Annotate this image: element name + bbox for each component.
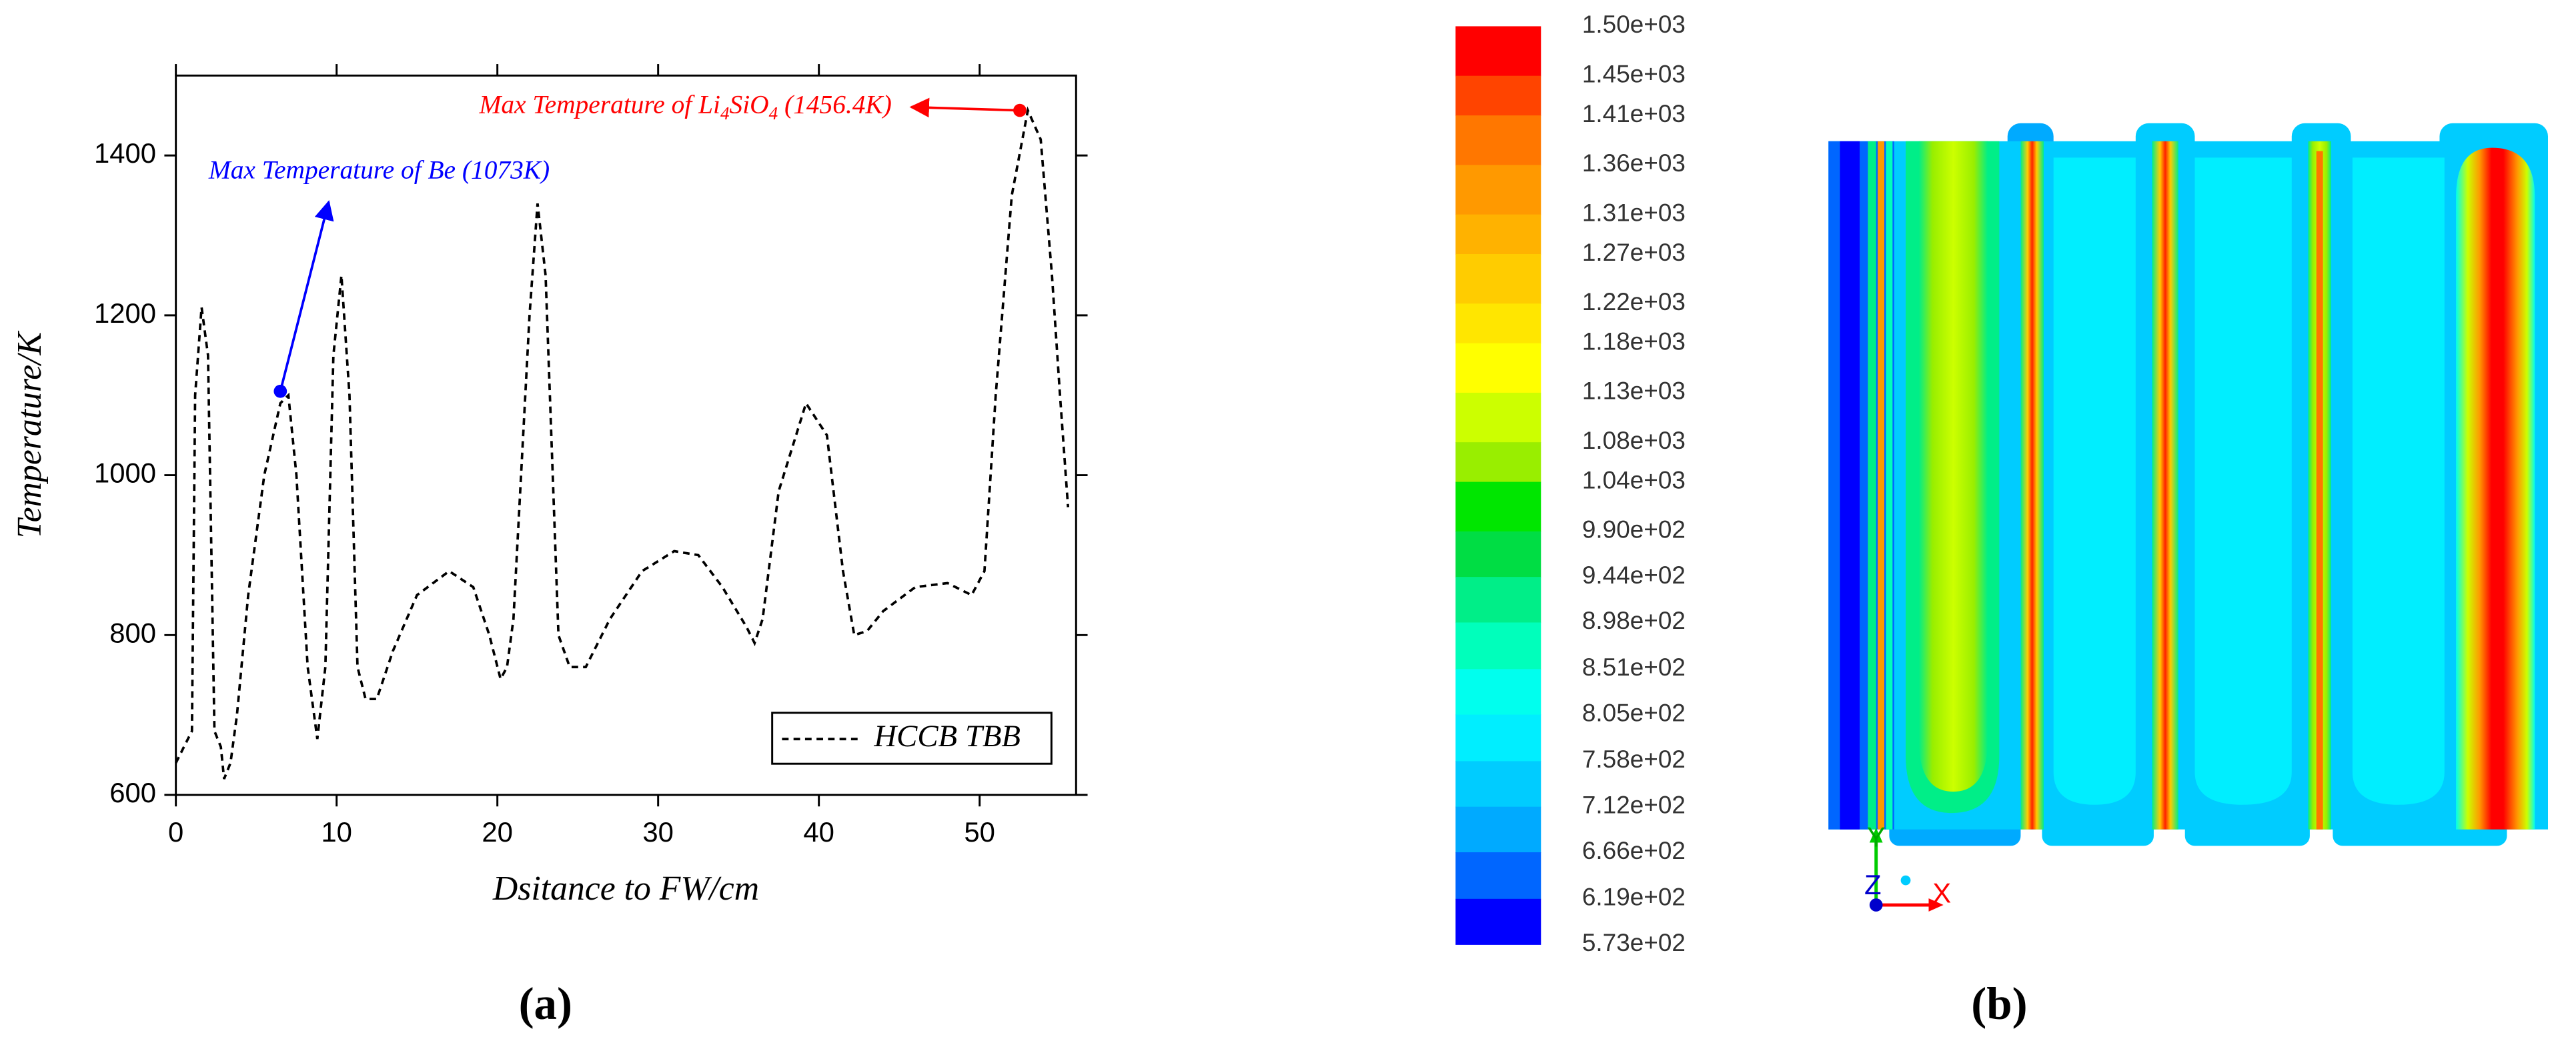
colorbar-label: 1.27e+03 bbox=[1582, 239, 1686, 266]
colorbar-label: 5.73e+02 bbox=[1582, 929, 1686, 956]
colorbar-band bbox=[1455, 531, 1541, 578]
annotation-text-part: Max Temperature of Be (1073K) bbox=[208, 155, 550, 185]
x-tick-label: 20 bbox=[482, 816, 513, 848]
colorbar-label: 8.05e+02 bbox=[1582, 699, 1686, 726]
axis-triad-label: X bbox=[1932, 877, 1951, 908]
colorbar-label: 6.19e+02 bbox=[1582, 884, 1686, 911]
panel-label: (a) bbox=[519, 978, 572, 1029]
contour-field bbox=[1828, 123, 2549, 912]
colorbar-label: 1.13e+03 bbox=[1582, 377, 1686, 405]
colorbar-label: 1.41e+03 bbox=[1582, 100, 1686, 127]
colorbar-label: 1.08e+03 bbox=[1582, 427, 1686, 454]
colorbar-band bbox=[1455, 761, 1541, 808]
annotation-text-part: 4 bbox=[720, 103, 730, 123]
y-tick-label: 800 bbox=[109, 617, 156, 648]
colorbar-label: 7.12e+02 bbox=[1582, 791, 1686, 818]
colorbar-band bbox=[1455, 115, 1541, 166]
colorbar-band bbox=[1455, 253, 1541, 304]
colorbar-band bbox=[1455, 75, 1541, 116]
x-tick-label: 0 bbox=[168, 816, 183, 848]
colorbar-band bbox=[1455, 481, 1541, 532]
annotation-text-part: (1456.4K) bbox=[778, 90, 892, 119]
colorbar-band bbox=[1455, 165, 1541, 215]
colorbar-label: 1.22e+03 bbox=[1582, 288, 1686, 315]
x-tick-label: 30 bbox=[642, 816, 674, 848]
y-tick-label: 1000 bbox=[94, 457, 156, 489]
annotation-text-part: 4 bbox=[769, 103, 778, 123]
colorbar-label: 1.31e+03 bbox=[1582, 199, 1686, 226]
colorbar-band bbox=[1455, 806, 1541, 853]
colorbar-band bbox=[1455, 442, 1541, 483]
annotation-arrow bbox=[279, 200, 334, 392]
annotation-text: Max Temperature of Be (1073K) bbox=[208, 155, 550, 185]
colorbar-label: 1.04e+03 bbox=[1582, 466, 1686, 493]
colorbar-label: 9.90e+02 bbox=[1582, 516, 1686, 544]
colorbar-label: 1.18e+03 bbox=[1582, 327, 1686, 355]
data-line bbox=[175, 106, 1070, 780]
legend-label: HCCB TBB bbox=[873, 719, 1021, 754]
colorbar-band bbox=[1455, 669, 1541, 716]
colorbar-band bbox=[1455, 852, 1541, 900]
x-axis-label: Dsitance to FW/cm bbox=[492, 870, 759, 908]
colorbar-band bbox=[1455, 214, 1541, 255]
annotation-arrow bbox=[909, 97, 1020, 118]
y-tick-label: 1200 bbox=[94, 297, 156, 329]
colorbar-label: 8.51e+02 bbox=[1582, 654, 1686, 681]
colorbar-band bbox=[1455, 622, 1541, 670]
annotation-text-part: Max Temperature of Li bbox=[479, 90, 720, 119]
annotation-text-part: SiO bbox=[730, 90, 769, 119]
colorbar-label: 9.44e+02 bbox=[1582, 562, 1686, 589]
y-axis-label: Temperature/K bbox=[11, 331, 49, 539]
colorbar-label: 7.58e+02 bbox=[1582, 746, 1686, 773]
colorbar-band bbox=[1455, 343, 1541, 393]
colorbar-band bbox=[1455, 714, 1541, 762]
axis-triad-label: Z bbox=[1864, 869, 1882, 900]
x-tick-label: 40 bbox=[803, 816, 834, 848]
colorbar-label: 1.36e+03 bbox=[1582, 149, 1686, 177]
colorbar-label: 1.50e+03 bbox=[1582, 11, 1686, 38]
x-tick-label: 50 bbox=[964, 816, 995, 848]
axis-triad-label: Y bbox=[1867, 822, 1886, 853]
panel-label: (b) bbox=[1971, 978, 2027, 1029]
colorbar-band bbox=[1455, 577, 1541, 624]
y-tick-label: 1400 bbox=[94, 137, 156, 169]
annotation-point bbox=[273, 384, 287, 398]
annotation-text: Max Temperature of Li4SiO4 (1456.4K) bbox=[479, 90, 892, 123]
colorbar-band bbox=[1455, 392, 1541, 443]
y-tick-label: 600 bbox=[109, 777, 156, 808]
colorbar-label: 8.98e+02 bbox=[1582, 607, 1686, 634]
colorbar-band bbox=[1455, 898, 1541, 945]
colorbar-band bbox=[1455, 26, 1541, 77]
x-tick-label: 10 bbox=[321, 816, 352, 848]
plot-frame bbox=[175, 74, 1077, 796]
colorbar-label: 6.66e+02 bbox=[1582, 837, 1686, 864]
colorbar-band bbox=[1455, 303, 1541, 344]
colorbar-label: 1.45e+03 bbox=[1582, 60, 1686, 87]
annotation-point bbox=[1013, 103, 1027, 117]
